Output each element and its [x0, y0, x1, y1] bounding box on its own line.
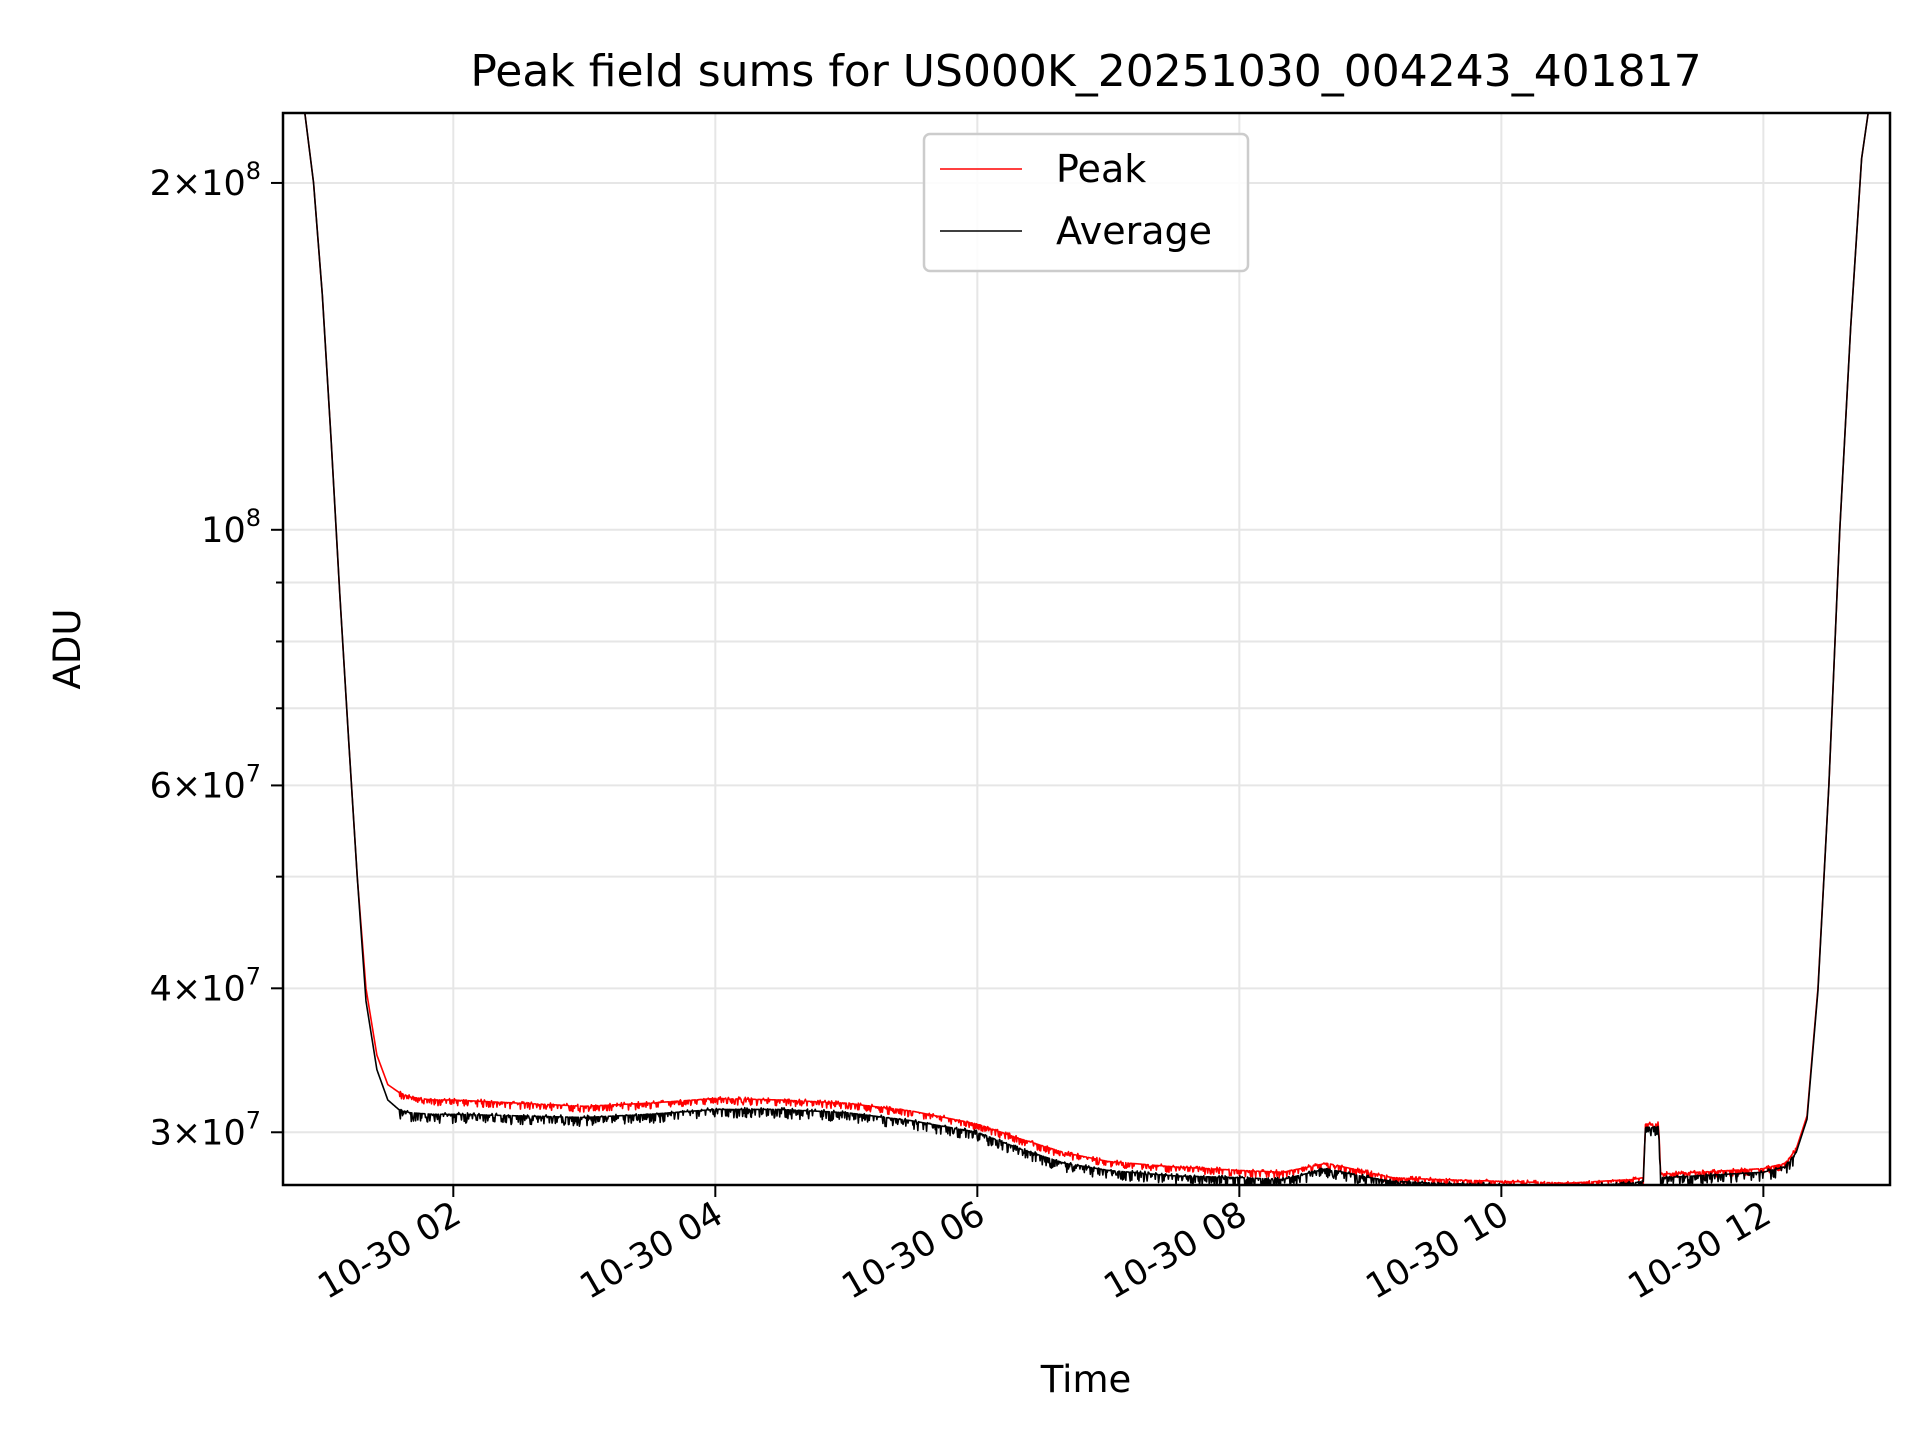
- y-tick-label: 108: [201, 504, 261, 551]
- x-tick-label: 10-30 06: [836, 1194, 992, 1307]
- y-tick-label: 6×107: [150, 759, 261, 806]
- x-tick-label: 10-30 02: [312, 1194, 468, 1307]
- x-tick-label: 10-30 12: [1622, 1194, 1778, 1307]
- y-axis-label: ADU: [46, 609, 89, 690]
- series-line-peak: [304, 113, 1869, 1185]
- y-tick-label: 2×108: [150, 157, 261, 204]
- x-axis-label: Time: [1040, 1358, 1132, 1401]
- legend: Peak Average: [922, 132, 1250, 273]
- legend-label-peak: Peak: [1056, 147, 1146, 191]
- y-axis: 2×108 108 6×107 4×107 3×107: [150, 157, 283, 1153]
- series-line-average: [304, 113, 1869, 1185]
- y-tick-label: 4×107: [150, 962, 261, 1009]
- grid-layer: [283, 113, 1890, 1185]
- x-tick-label: 10-30 04: [574, 1194, 730, 1307]
- series-layer: [304, 113, 1869, 1185]
- x-tick-label: 10-30 08: [1098, 1194, 1254, 1307]
- chart-title: Peak field sums for US000K_20251030_0042…: [470, 46, 1701, 97]
- x-tick-label: 10-30 10: [1360, 1194, 1516, 1307]
- legend-label-average: Average: [1056, 209, 1212, 253]
- x-axis: 10-30 02 10-30 04 10-30 06 10-30 08 10-30 10…: [312, 1185, 1778, 1307]
- plot-frame: [281, 111, 1892, 1187]
- y-tick-label: 3×107: [150, 1106, 261, 1153]
